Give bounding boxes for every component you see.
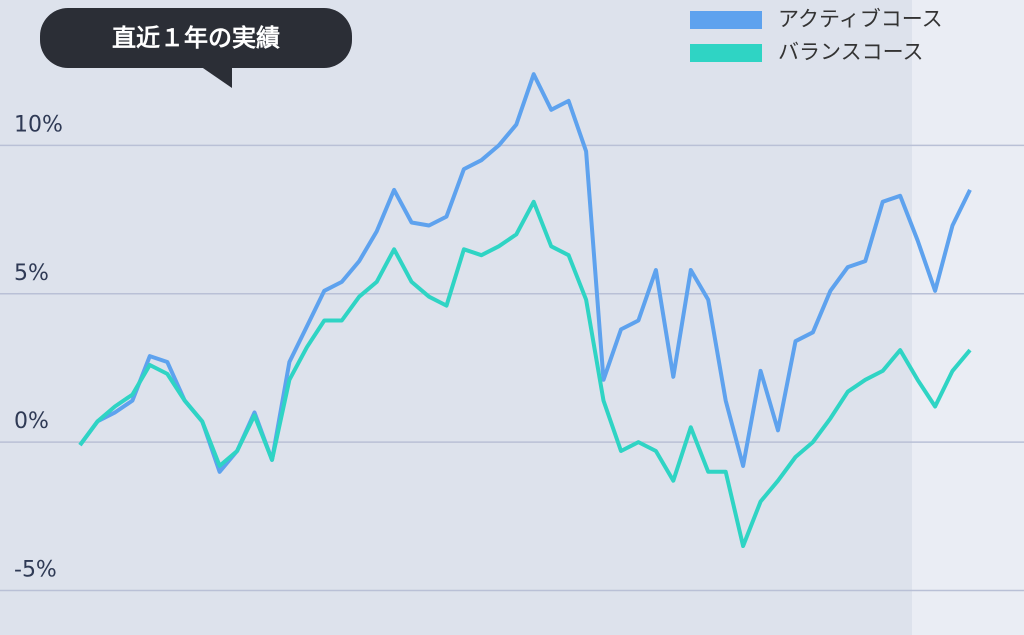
series-line	[78, 199, 972, 548]
title-bubble: 直近１年の実績	[40, 8, 352, 88]
chart-title: 直近１年の実績	[112, 24, 280, 52]
bubble	[40, 8, 352, 68]
series-line	[78, 72, 972, 474]
legend-swatch	[690, 11, 762, 29]
y-tick-label: -5%	[14, 557, 57, 582]
y-tick-label: 5%	[14, 261, 49, 286]
legend-label: アクティブコース	[778, 7, 943, 31]
y-tick-label: 10%	[14, 112, 63, 137]
legend-label: バランスコース	[778, 40, 924, 64]
plot-background-right	[912, 0, 1024, 635]
y-tick-label: 0%	[14, 409, 49, 434]
legend-swatch	[690, 44, 762, 62]
plot-background	[0, 0, 912, 635]
bubble-tail	[200, 66, 232, 88]
